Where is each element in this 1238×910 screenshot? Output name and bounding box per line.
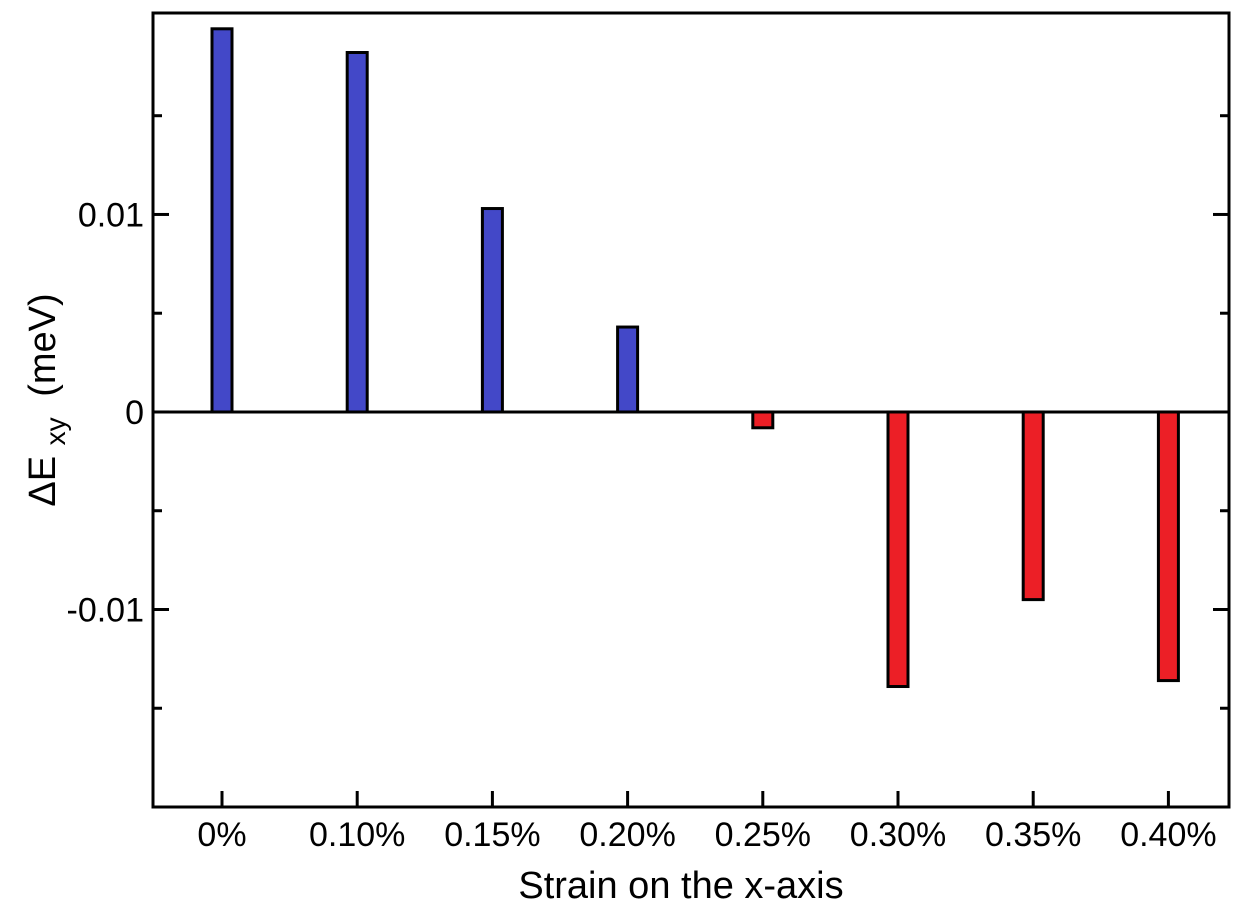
y-tick-label-2: -0.01: [67, 591, 145, 629]
bar-4: [751, 410, 775, 430]
bar-1: [345, 51, 369, 414]
x-tick-label-7: 0.40%: [1120, 816, 1216, 854]
bar-7: [1156, 410, 1180, 683]
x-tick-label-0: 0%: [197, 816, 246, 854]
ticks-layer: [153, 114, 1229, 807]
x-tick-label-2: 0.15%: [444, 816, 540, 854]
y-axis-title-symbol: ΔE: [22, 456, 64, 507]
y-axis-title-unit: (meV): [22, 293, 64, 396]
x-axis-title: Strain on the x-axis: [518, 865, 843, 907]
bar-5: [886, 410, 910, 689]
y-axis-title: ΔE xy (meV): [22, 293, 74, 506]
x-tick-label-1: 0.10%: [309, 816, 405, 854]
y-tick-label-0: 0.01: [78, 196, 144, 234]
bar-3: [616, 325, 640, 414]
bars-layer: [210, 27, 1180, 689]
x-tick-labels: 0% 0.10% 0.15% 0.20% 0.25% 0.30% 0.35% 0.40%: [197, 816, 1216, 854]
x-tick-label-5: 0.30%: [850, 816, 946, 854]
bar-2: [480, 207, 504, 414]
bar-0: [210, 27, 234, 414]
bar-6: [1021, 410, 1045, 602]
y-tick-labels: 0.01 0 -0.01: [67, 196, 145, 629]
x-tick-label-6: 0.35%: [985, 816, 1081, 854]
y-axis-title-subscript: xy: [40, 417, 71, 445]
x-tick-label-4: 0.25%: [715, 816, 811, 854]
x-tick-label-3: 0.20%: [579, 816, 675, 854]
plot-frame: [151, 11, 1231, 809]
y-tick-label-1: 0: [125, 394, 144, 432]
